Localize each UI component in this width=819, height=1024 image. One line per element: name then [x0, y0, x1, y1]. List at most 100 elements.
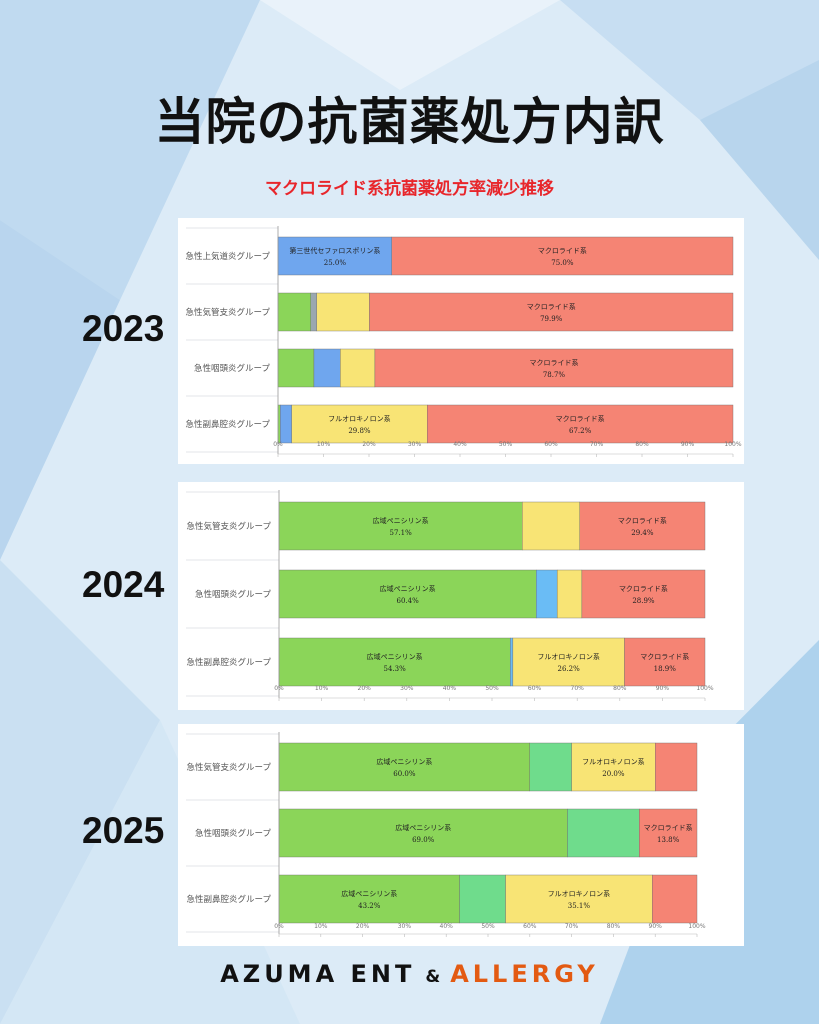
category-label: 急性気管支炎グループ: [187, 521, 272, 532]
bar-segment: [529, 742, 572, 792]
data-value-label: 28.9%: [632, 597, 655, 605]
x-tick-label: 30%: [408, 441, 422, 448]
bar-segment: [277, 348, 315, 388]
category-label: 急性副鼻腔炎グループ: [187, 657, 272, 668]
bar-segment: [291, 404, 428, 444]
bar-segment: [278, 808, 568, 858]
bar-segment: [277, 292, 311, 332]
bar-segment: [510, 637, 514, 687]
data-label: マクロライド系: [556, 414, 605, 423]
x-tick-label: 80%: [613, 685, 627, 692]
bar-segment: [277, 236, 392, 276]
x-tick-label: 70%: [565, 923, 579, 930]
year-label-2024: 2024: [82, 564, 165, 605]
data-label: 広域ペニシリン系: [341, 889, 397, 898]
category-label: 急性咽頭炎グループ: [194, 363, 270, 374]
year-label-2023: 2023: [82, 308, 165, 349]
data-label: 広域ペニシリン系: [395, 823, 451, 832]
x-tick-label: 20%: [362, 441, 376, 448]
data-label: マクロライド系: [640, 652, 689, 661]
x-tick-label: 70%: [571, 685, 585, 692]
bar-segment: [280, 404, 292, 444]
data-label: 広域ペニシリン系: [373, 516, 429, 525]
x-tick-label: 50%: [499, 441, 513, 448]
x-tick-label: 80%: [607, 923, 621, 930]
data-label: フルオロキノロン系: [537, 652, 600, 661]
data-value-label: 60.4%: [397, 597, 420, 605]
bar-segment: [579, 501, 706, 551]
chart-2023: 急性上気道炎グループ 第三世代セファロスポリン系 25.0% マクロライド系 75.0%…: [186, 226, 742, 457]
data-label: 広域ペニシリン系: [380, 584, 436, 593]
x-tick-label: 30%: [400, 685, 414, 692]
page-title: 当院の抗菌薬処方内訳: [154, 93, 665, 151]
bar-segment: [278, 501, 523, 551]
x-tick-label: 10%: [315, 685, 329, 692]
data-value-label: 78.7%: [543, 371, 566, 379]
data-label: 広域ペニシリン系: [376, 757, 432, 766]
data-label: マクロライド系: [644, 823, 693, 832]
bar-segment: [505, 874, 653, 924]
x-tick-label: 60%: [544, 441, 558, 448]
bar-segment: [369, 292, 734, 332]
bar-segment: [639, 808, 698, 858]
x-tick-label: 10%: [314, 923, 328, 930]
category-label: 急性副鼻腔炎グループ: [186, 419, 271, 430]
bar-segment: [278, 569, 537, 619]
bar-segment: [624, 637, 706, 687]
data-label: マクロライド系: [538, 246, 587, 255]
data-label: 広域ペニシリン系: [367, 652, 423, 661]
x-tick-label: 40%: [440, 923, 454, 930]
chart-2024: 急性気管支炎グループ広域ペニシリン系57.1%マクロライド系29.4%急性咽頭炎…: [186, 490, 714, 701]
data-value-label: 67.2%: [569, 427, 592, 435]
category-label: 急性気管支炎グループ: [186, 307, 271, 318]
x-tick-label: 70%: [590, 441, 604, 448]
x-tick-label: 90%: [649, 923, 663, 930]
data-value-label: 75.0%: [551, 259, 574, 267]
bar-segment: [459, 874, 506, 924]
chart-panel-2023: 急性上気道炎グループ 第三世代セファロスポリン系 25.0% マクロライド系 75.0%…: [178, 218, 744, 464]
data-label: マクロライド系: [529, 358, 578, 367]
bar-segment: [655, 742, 698, 792]
chart-2025: 急性気管支炎グループ広域ペニシリン系60.0%フルオロキノロン系20.0%急性咽…: [186, 732, 706, 937]
year-label-2025: 2025: [82, 810, 165, 851]
bar-segment: [567, 808, 640, 858]
footer-brand: AZUMA ENT & ALLERGY: [0, 960, 819, 988]
data-value-label: 69.0%: [412, 836, 435, 844]
footer-brand-name: AZUMA ENT: [220, 960, 416, 988]
x-tick-label: 0%: [274, 923, 284, 930]
data-label: フルオロキノロン系: [582, 757, 645, 766]
bar-segment: [278, 637, 511, 687]
bar-segment: [316, 292, 370, 332]
category-label: 急性咽頭炎グループ: [195, 589, 271, 600]
data-value-label: 13.8%: [657, 836, 680, 844]
chart-panel-2025: 急性気管支炎グループ 広域ペニシリン系 60.0% フルオロキノロン系 20.0% 急性咽…: [178, 724, 744, 946]
data-label: 第三世代セファロスポリン系: [289, 246, 380, 255]
x-tick-label: 100%: [724, 441, 741, 448]
data-value-label: 79.9%: [540, 315, 563, 323]
x-tick-label: 10%: [317, 441, 331, 448]
x-tick-label: 20%: [356, 923, 370, 930]
data-label: マクロライド系: [618, 516, 667, 525]
data-label: フルオロキノロン系: [548, 889, 611, 898]
data-value-label: 18.9%: [654, 665, 677, 673]
data-label: マクロライド系: [527, 302, 576, 311]
x-tick-label: 50%: [485, 685, 499, 692]
x-tick-label: 60%: [528, 685, 542, 692]
data-value-label: 54.3%: [384, 665, 407, 673]
x-tick-label: 40%: [453, 441, 467, 448]
x-tick-label: 0%: [273, 441, 283, 448]
category-label: 急性気管支炎グループ: [187, 762, 272, 773]
x-tick-label: 50%: [481, 923, 495, 930]
bar-segment: [571, 742, 656, 792]
bar-segment: [391, 236, 734, 276]
bar-segment: [522, 501, 580, 551]
bar-segment: [278, 742, 531, 792]
data-value-label: 57.1%: [389, 529, 412, 537]
data-label: フルオロキノロン系: [328, 414, 391, 423]
bar-segment: [310, 292, 317, 332]
bar-segment: [652, 874, 698, 924]
x-tick-label: 0%: [274, 685, 284, 692]
bar-segment: [374, 348, 734, 388]
data-label: マクロライド系: [619, 584, 668, 593]
bar-segment: [512, 637, 625, 687]
